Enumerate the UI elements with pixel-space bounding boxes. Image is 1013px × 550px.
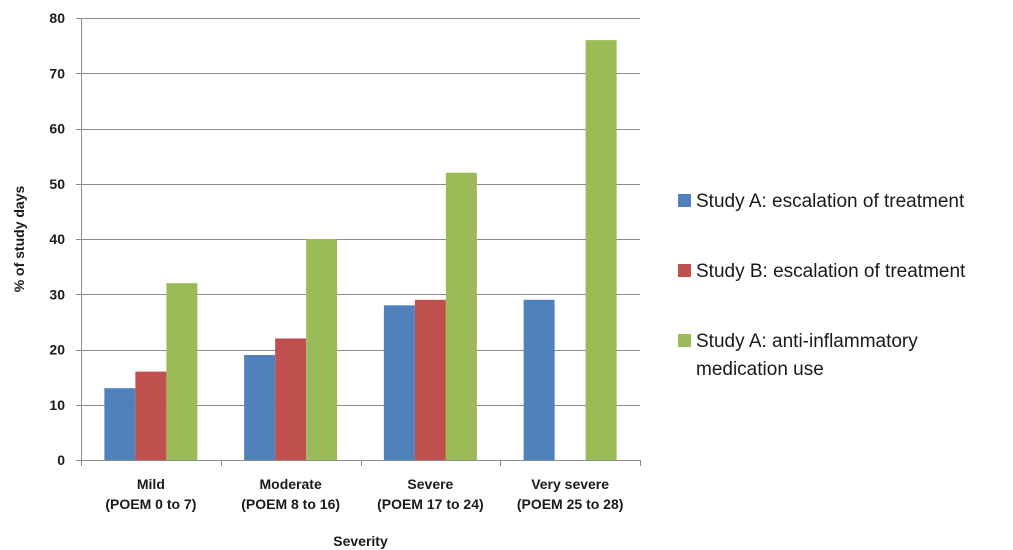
- x-axis-title: Severity: [333, 533, 388, 549]
- gridlines: [81, 18, 640, 406]
- legend-swatch: [678, 334, 691, 347]
- legend-label: Study B: escalation of treatment: [696, 261, 966, 282]
- y-tick-label: 40: [49, 231, 65, 247]
- x-tick-label: Very severe: [531, 476, 609, 492]
- x-tick-label: (POEM 8 to 16): [241, 496, 340, 512]
- x-tick-labels: Mild (POEM 0 to 7) Moderate (POEM 8 to 16) S…: [105, 476, 623, 512]
- legend-label: Study A: escalation of treatment: [696, 191, 965, 212]
- bar: [135, 371, 167, 460]
- y-tick-label: 50: [49, 176, 65, 192]
- bar: [383, 305, 415, 460]
- y-tick-label: 70: [49, 65, 65, 81]
- y-tick-label: 80: [49, 10, 65, 26]
- y-axis-title: % of study days: [11, 186, 27, 293]
- bar: [414, 299, 446, 460]
- x-tick-label: Severe: [407, 476, 453, 492]
- bar: [445, 172, 477, 460]
- x-tick-label: (POEM 17 to 24): [377, 496, 484, 512]
- x-tick-label: Moderate: [260, 476, 322, 492]
- y-tick-label: 30: [49, 286, 65, 302]
- y-tick-label: 0: [57, 452, 65, 468]
- x-tick-label: Mild: [137, 476, 165, 492]
- x-tick-label: (POEM 0 to 7): [105, 496, 196, 512]
- axes: [76, 18, 641, 466]
- y-tick-label: 10: [49, 397, 65, 413]
- bar: [275, 338, 307, 460]
- legend: Study A: escalation of treatment Study B:…: [678, 191, 966, 380]
- y-tick-label: 20: [49, 342, 65, 358]
- x-tick-label: (POEM 25 to 28): [517, 496, 624, 512]
- legend-label: Study A: anti-inflammatory: [696, 331, 918, 352]
- bar: [585, 40, 617, 460]
- legend-label: medication use: [696, 359, 824, 380]
- bars: [104, 40, 617, 460]
- y-tick-labels: 0 10 20 30 40 50 60 70 80: [49, 10, 65, 468]
- bar: [523, 299, 555, 460]
- legend-swatch: [678, 264, 691, 277]
- y-tick-label: 60: [49, 121, 65, 137]
- bar: [244, 355, 276, 460]
- bar: [104, 388, 136, 460]
- bar: [166, 283, 198, 460]
- bar: [306, 239, 338, 460]
- legend-swatch: [678, 194, 691, 207]
